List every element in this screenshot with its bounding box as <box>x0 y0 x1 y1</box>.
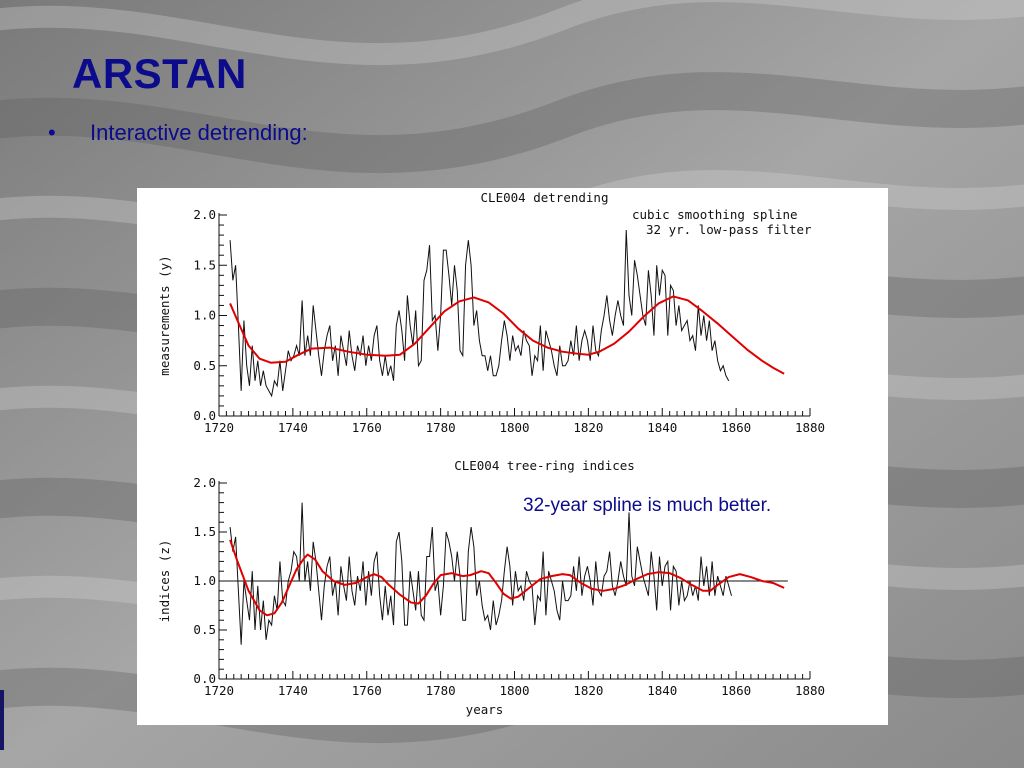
chart2-x-tick-label: 1800 <box>499 683 529 698</box>
chart1-y-tick-label: 0.5 <box>193 358 216 373</box>
charts-svg: CLE004 detrending 1720 1740 1760 1780 1800 182… <box>157 190 825 717</box>
chart2-y-tick-label: 1.0 <box>193 573 216 588</box>
chart2-x-tick-label: 1780 <box>426 683 456 698</box>
chart2-series-raw-line <box>229 502 732 645</box>
chart2-x-tick-label: 1840 <box>647 683 677 698</box>
chart2-y-tick-label: 1.5 <box>193 524 216 539</box>
chart1-y-axis-label: measurements (y) <box>157 255 172 375</box>
chart1-x-tick-label: 1720 <box>204 420 234 435</box>
chart1-x-tick-label: 1880 <box>795 420 825 435</box>
chart2-y-tick-label: 2.0 <box>193 475 216 490</box>
chart1-series-raw-line <box>229 230 730 398</box>
chart1-x-tick-label: 1740 <box>278 420 308 435</box>
chart1-series-spline-line <box>229 295 785 375</box>
chart1-x-tick-label: 1800 <box>499 420 529 435</box>
chart2-x-axis-label: years <box>466 702 504 717</box>
chart2-x-tick-label: 1860 <box>721 683 751 698</box>
chart2-y-tick-label: 0.5 <box>193 622 216 637</box>
chart1-x-tick-label: 1860 <box>721 420 751 435</box>
bullet-symbol: • <box>48 120 56 145</box>
chart1-x-tick-label: 1760 <box>352 420 382 435</box>
chart-panel: CLE004 detrending 1720 1740 1760 1780 1800 182… <box>137 188 888 725</box>
chart2-x-tick-label: 1880 <box>795 683 825 698</box>
chart2-y-axis-label: indices (z) <box>157 540 172 623</box>
bullet-item: • Interactive detrending: <box>48 120 308 146</box>
chart2-title: CLE004 tree-ring indices <box>454 458 635 473</box>
chart1-y-tick-label: 0.0 <box>193 408 216 423</box>
chart2-x-tick-label: 1720 <box>204 683 234 698</box>
chart1-y-tick-label: 1.0 <box>193 308 216 323</box>
chart1-legend-entry: 32 yr. low-pass filter <box>646 222 812 237</box>
chart1-y-tick-label: 2.0 <box>193 207 216 222</box>
chart2-y-tick-label: 0.0 <box>193 671 216 686</box>
slide-title: ARSTAN <box>72 50 247 97</box>
chart1-x-tick-label: 1780 <box>426 420 456 435</box>
annotation-text: 32-year spline is much better. <box>523 495 772 516</box>
chart1-x-tick-label: 1840 <box>647 420 677 435</box>
chart2-x-tick-label: 1820 <box>573 683 603 698</box>
chart1-legend-entry: cubic smoothing spline <box>632 207 798 222</box>
bullet-text: Interactive detrending: <box>90 120 308 145</box>
chart2-x-tick-label: 1760 <box>352 683 382 698</box>
chart1-y-tick-label: 1.5 <box>193 257 216 272</box>
chart2-series-spline-line <box>229 539 785 617</box>
chart1-title: CLE004 detrending <box>481 190 609 205</box>
left-edge-accent <box>0 690 4 750</box>
chart2-x-tick-label: 1740 <box>278 683 308 698</box>
chart1-x-tick-label: 1820 <box>573 420 603 435</box>
